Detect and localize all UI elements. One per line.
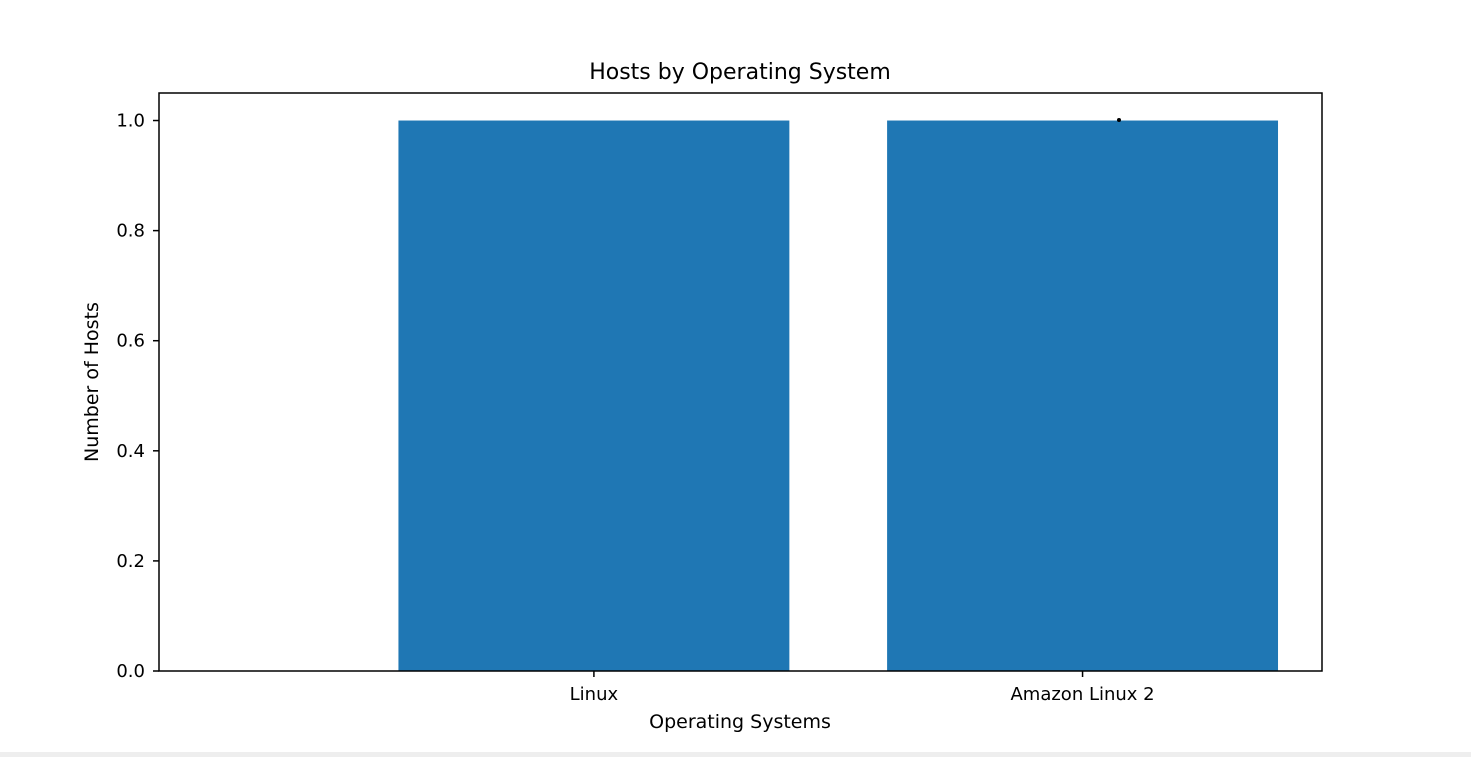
y-tick-label: 0.8 [116, 221, 145, 242]
bar-linux [398, 120, 790, 672]
x-tick-label: Linux [570, 684, 619, 705]
x-tick-label: Amazon Linux 2 [1010, 684, 1154, 705]
y-tick-label: 0.2 [116, 551, 145, 572]
bottom-strip [0, 752, 1471, 757]
chart-title: Hosts by Operating System [589, 60, 891, 85]
y-tick-label: 1.0 [116, 111, 145, 132]
y-tick-label: 0.6 [116, 331, 145, 352]
x-axis-label: Operating Systems [649, 711, 831, 733]
bars-layer [398, 120, 1279, 672]
ticks-layer: Linux Amazon Linux 2 0.0 0.2 0.4 0.6 0.8 1.0 [116, 111, 1154, 705]
y-tick-label: 0.4 [116, 441, 145, 462]
stray-dot-marker [1117, 118, 1121, 122]
y-tick-label: 0.0 [116, 661, 145, 682]
y-axis-label: Number of Hosts [81, 302, 103, 462]
bar-amazon-linux-2 [887, 120, 1279, 672]
plot-frame [158, 92, 1323, 672]
